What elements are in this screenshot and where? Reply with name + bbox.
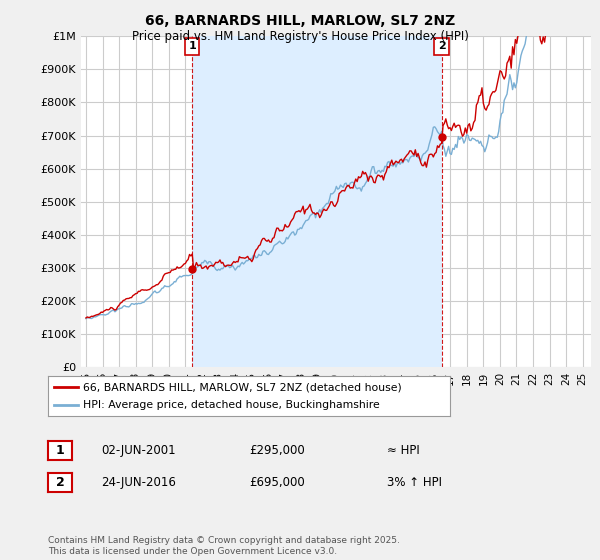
- Text: £695,000: £695,000: [249, 476, 305, 489]
- Text: 24-JUN-2016: 24-JUN-2016: [101, 476, 176, 489]
- Text: 3% ↑ HPI: 3% ↑ HPI: [387, 476, 442, 489]
- Bar: [192, 36, 442, 367]
- Text: 1: 1: [188, 41, 196, 52]
- Text: 02-JUN-2001: 02-JUN-2001: [101, 444, 175, 457]
- Text: 1: 1: [56, 444, 64, 457]
- Text: Price paid vs. HM Land Registry's House Price Index (HPI): Price paid vs. HM Land Registry's House …: [131, 30, 469, 43]
- Text: 66, BARNARDS HILL, MARLOW, SL7 2NZ (detached house): 66, BARNARDS HILL, MARLOW, SL7 2NZ (deta…: [83, 382, 402, 392]
- Text: 66, BARNARDS HILL, MARLOW, SL7 2NZ: 66, BARNARDS HILL, MARLOW, SL7 2NZ: [145, 14, 455, 28]
- Text: 2: 2: [56, 476, 64, 489]
- Text: Contains HM Land Registry data © Crown copyright and database right 2025.
This d: Contains HM Land Registry data © Crown c…: [48, 536, 400, 556]
- Text: ≈ HPI: ≈ HPI: [387, 444, 420, 457]
- Text: £295,000: £295,000: [249, 444, 305, 457]
- Text: HPI: Average price, detached house, Buckinghamshire: HPI: Average price, detached house, Buck…: [83, 400, 380, 410]
- Text: 2: 2: [438, 41, 446, 52]
